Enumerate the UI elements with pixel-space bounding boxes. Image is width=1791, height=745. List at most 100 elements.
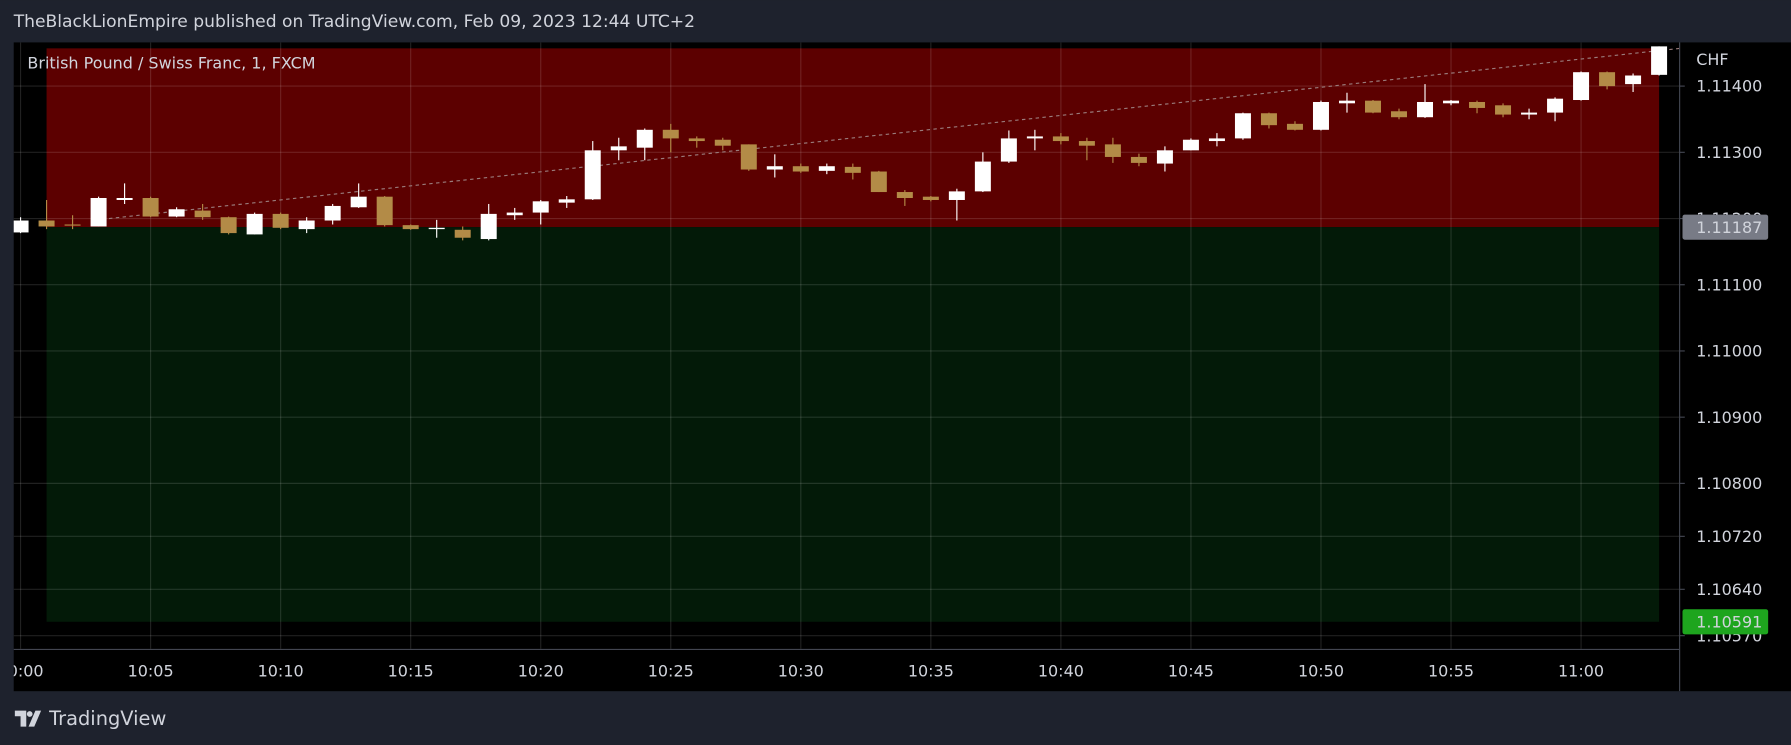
candle-body xyxy=(1651,46,1668,75)
candle-body xyxy=(1000,138,1017,162)
candle-body xyxy=(1182,139,1199,151)
candle-body xyxy=(376,196,393,226)
candle-body xyxy=(64,224,81,226)
trend-line xyxy=(108,47,1680,220)
candle-body xyxy=(1417,101,1434,118)
candle-body xyxy=(1208,138,1225,142)
plot xyxy=(13,42,1680,649)
candle-body xyxy=(1026,136,1043,139)
footer-brand: TradingView xyxy=(48,707,166,730)
candle-body xyxy=(1234,113,1251,139)
candle-body xyxy=(1573,72,1590,101)
candle-body xyxy=(1625,75,1642,85)
candle-body xyxy=(272,213,289,228)
price-label-bg xyxy=(1682,609,1769,635)
x-tick-label: 10:25 xyxy=(648,661,694,680)
x-tick-label: 10:50 xyxy=(1298,661,1344,680)
logo-icon xyxy=(26,711,33,717)
candle-body xyxy=(766,166,783,170)
y-tick-label: 1.11400 xyxy=(1696,77,1762,96)
candle-body xyxy=(1391,111,1407,118)
candle-body xyxy=(1338,100,1355,104)
x-tick-label: 10:10 xyxy=(258,661,304,680)
candle-body xyxy=(558,199,575,203)
candle-body xyxy=(454,229,471,238)
target-zone xyxy=(46,227,1660,622)
candle-body xyxy=(610,146,627,151)
candle-body xyxy=(1521,112,1538,115)
y-axis-label: CHF xyxy=(1696,50,1728,69)
candle-body xyxy=(298,220,315,230)
x-tick-label: 10:45 xyxy=(1168,661,1214,680)
candle-body xyxy=(1312,101,1329,130)
candle-body xyxy=(246,213,263,235)
x-tick-label: 10:55 xyxy=(1428,661,1474,680)
candle-body xyxy=(350,196,367,208)
candle-body xyxy=(714,139,731,146)
candle-body xyxy=(1469,101,1486,108)
candle-body xyxy=(324,205,341,221)
candle-body xyxy=(506,212,523,216)
candle-body xyxy=(1078,141,1095,146)
price-label: 1.10591 xyxy=(1696,612,1762,631)
candle-body xyxy=(870,171,887,193)
x-tick-label: 10:35 xyxy=(908,661,954,680)
x-tick-label: 10:05 xyxy=(128,661,174,680)
candle-body xyxy=(1156,150,1173,164)
candle-body xyxy=(1130,156,1147,163)
x-tick-label: 10:30 xyxy=(778,661,824,680)
candle-body xyxy=(220,217,237,234)
y-tick-label: 1.10720 xyxy=(1696,527,1762,546)
x-tick-label: 10:20 xyxy=(518,661,564,680)
candle-body xyxy=(532,201,549,213)
candle-body xyxy=(1052,136,1069,142)
candle-body xyxy=(480,213,497,240)
y-tick-label: 1.11000 xyxy=(1696,342,1762,361)
price-label-bg xyxy=(1682,214,1769,240)
price-label: 1.11187 xyxy=(1696,218,1762,237)
candle-body xyxy=(38,220,55,227)
candle-body xyxy=(922,196,939,200)
candle-body xyxy=(584,150,601,200)
candle-body xyxy=(896,192,913,199)
candle-body xyxy=(818,166,835,171)
candle-body xyxy=(1443,100,1460,104)
candle-body xyxy=(168,209,185,217)
candle-body xyxy=(13,220,29,233)
y-tick-label: 1.10800 xyxy=(1696,474,1762,493)
candle-body xyxy=(792,166,809,172)
candle-body xyxy=(428,227,445,230)
candle-body xyxy=(116,198,133,200)
candle-body xyxy=(1547,98,1564,113)
candle-body xyxy=(1286,123,1303,130)
candle-body xyxy=(1599,72,1616,87)
candle-body xyxy=(142,198,159,217)
brand-logo xyxy=(14,710,42,727)
candle-body xyxy=(740,144,757,170)
candle-body xyxy=(688,138,705,142)
price-axis: 1.114001.113001.112001.111001.110001.109… xyxy=(1679,77,1769,645)
candle-body xyxy=(974,161,991,192)
y-tick-label: 1.10900 xyxy=(1696,408,1762,427)
x-tick-label: 10:40 xyxy=(1038,661,1084,680)
symbol-legend: British Pound / Swiss Franc, 1, FXCM xyxy=(27,54,315,73)
x-tick-label: 11:00 xyxy=(1558,661,1604,680)
candle-body xyxy=(844,166,861,173)
candle-body xyxy=(402,225,419,230)
x-tick-label: 10:00 xyxy=(0,661,44,680)
candle-body xyxy=(1495,105,1512,115)
candle-body xyxy=(194,210,211,218)
y-tick-label: 1.10640 xyxy=(1696,580,1762,599)
candle-body xyxy=(1364,100,1381,113)
candle-body xyxy=(1104,144,1121,157)
logo-icon xyxy=(14,710,42,727)
candle-body xyxy=(662,129,679,139)
y-tick-label: 1.11100 xyxy=(1696,275,1762,294)
x-tick-label: 10:15 xyxy=(388,661,434,680)
candle-body xyxy=(1260,113,1277,126)
time-axis: 10:00 10:05 10:10 10:15 10:20 10:25 10:30 10:35… xyxy=(0,661,1604,680)
candle-body xyxy=(636,129,653,148)
candle-body xyxy=(90,198,107,227)
candle-body xyxy=(948,191,965,200)
